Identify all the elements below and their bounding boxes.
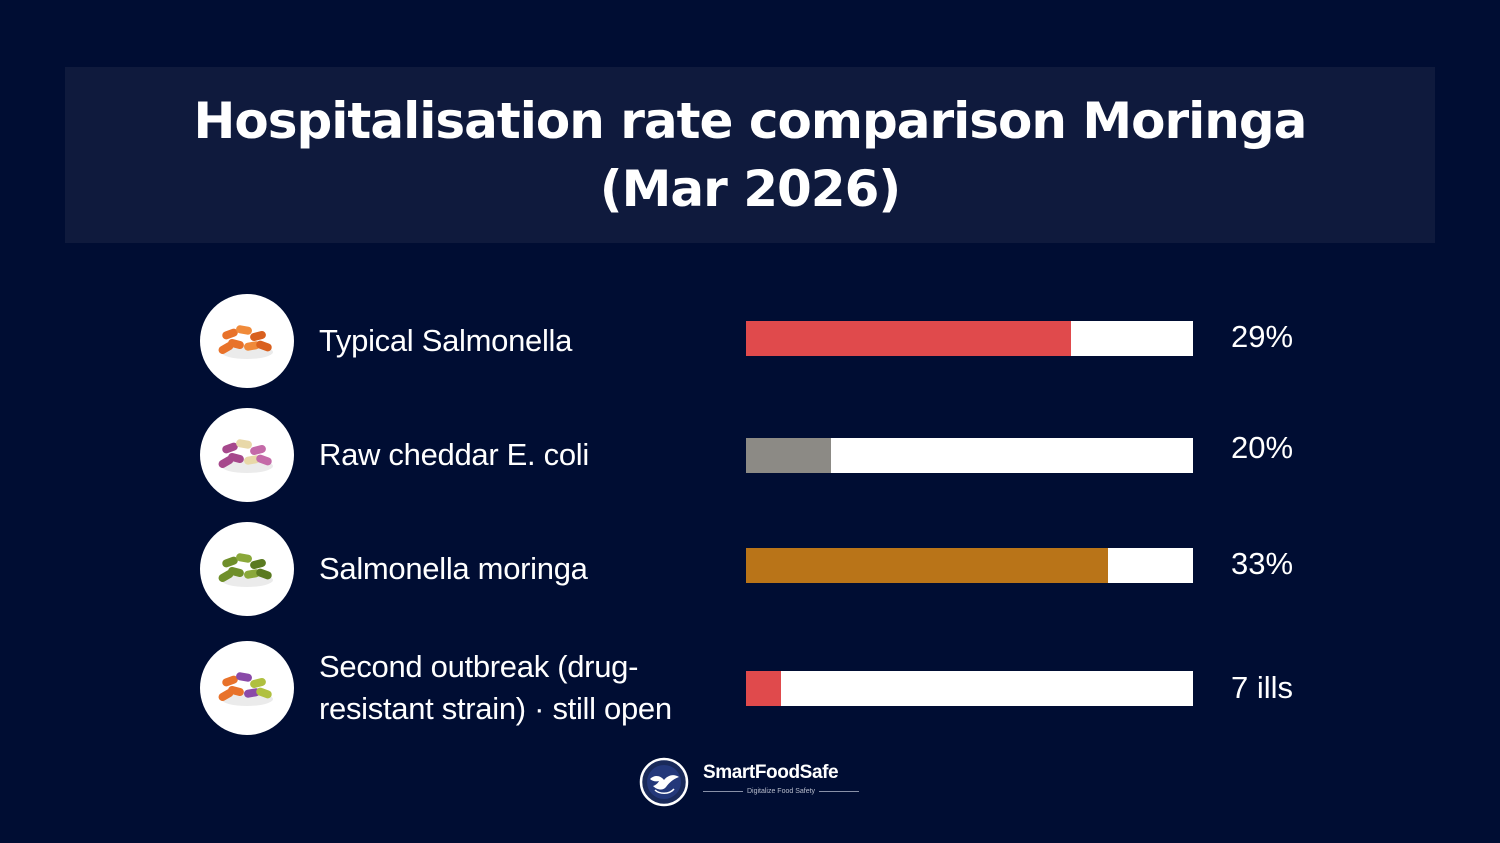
chart-title: Hospitalisation rate comparison Moringa … xyxy=(193,92,1308,218)
value-label: 29% xyxy=(1231,319,1294,354)
category-thumbnail xyxy=(200,522,294,616)
divider xyxy=(703,790,743,792)
bar xyxy=(746,438,831,473)
bar xyxy=(746,321,1071,356)
category-label: Salmonella moringa xyxy=(319,551,588,586)
brand-tagline: Digitalize Food Safety xyxy=(746,787,816,795)
category-thumbnail xyxy=(200,408,294,502)
bacteria-purple-icon xyxy=(218,439,273,473)
chart-row: Typical Salmonella 29% xyxy=(0,294,1500,390)
title-band: Hospitalisation rate comparison Moringa … xyxy=(65,67,1435,243)
bar-track xyxy=(746,438,1193,473)
globe-eagle-logo-icon xyxy=(639,757,689,807)
brand-tagline-row: Digitalize Food Safety xyxy=(703,785,859,797)
value-label: 20% xyxy=(1231,430,1294,465)
category-thumbnail xyxy=(200,294,294,388)
bacteria-mixed-icon xyxy=(218,672,273,706)
bar-track xyxy=(746,321,1193,356)
value-label: 7 ills xyxy=(1231,670,1294,705)
chart-row: Second outbreak (drug-resistant strain) … xyxy=(0,641,1500,737)
chart-row: Salmonella moringa 33% xyxy=(0,522,1500,618)
category-label: Second outbreak (drug-resistant strain) … xyxy=(319,649,672,726)
value-label: 33% xyxy=(1231,546,1294,581)
bar xyxy=(746,671,781,706)
bacteria-orange-icon xyxy=(218,325,273,359)
bacteria-green-icon xyxy=(218,553,273,587)
bar xyxy=(746,548,1108,583)
bar-track xyxy=(746,671,1193,706)
category-label: Typical Salmonella xyxy=(319,323,573,358)
bar-track xyxy=(746,548,1193,583)
chart-row: Raw cheddar E. coli 20% xyxy=(0,408,1500,504)
brand-name: SmartFoodSafe xyxy=(703,762,839,783)
category-thumbnail xyxy=(200,641,294,735)
category-label: Raw cheddar E. coli xyxy=(319,437,589,472)
brand-footer: SmartFoodSafe Digitalize Food Safety xyxy=(639,757,869,809)
divider xyxy=(819,790,859,792)
